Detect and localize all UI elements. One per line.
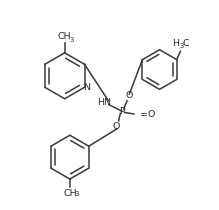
Text: H: H bbox=[172, 38, 179, 47]
Text: O: O bbox=[126, 91, 133, 100]
Text: 3: 3 bbox=[75, 191, 79, 197]
Text: O: O bbox=[112, 122, 119, 131]
Text: 3: 3 bbox=[70, 37, 74, 43]
Text: 3: 3 bbox=[180, 43, 184, 49]
Text: HN: HN bbox=[97, 98, 111, 107]
Text: P: P bbox=[119, 107, 125, 116]
Text: C: C bbox=[183, 38, 189, 47]
Text: CH: CH bbox=[63, 189, 77, 198]
Text: CH: CH bbox=[58, 32, 71, 41]
Text: N: N bbox=[83, 83, 90, 92]
Text: =O: =O bbox=[140, 110, 155, 119]
